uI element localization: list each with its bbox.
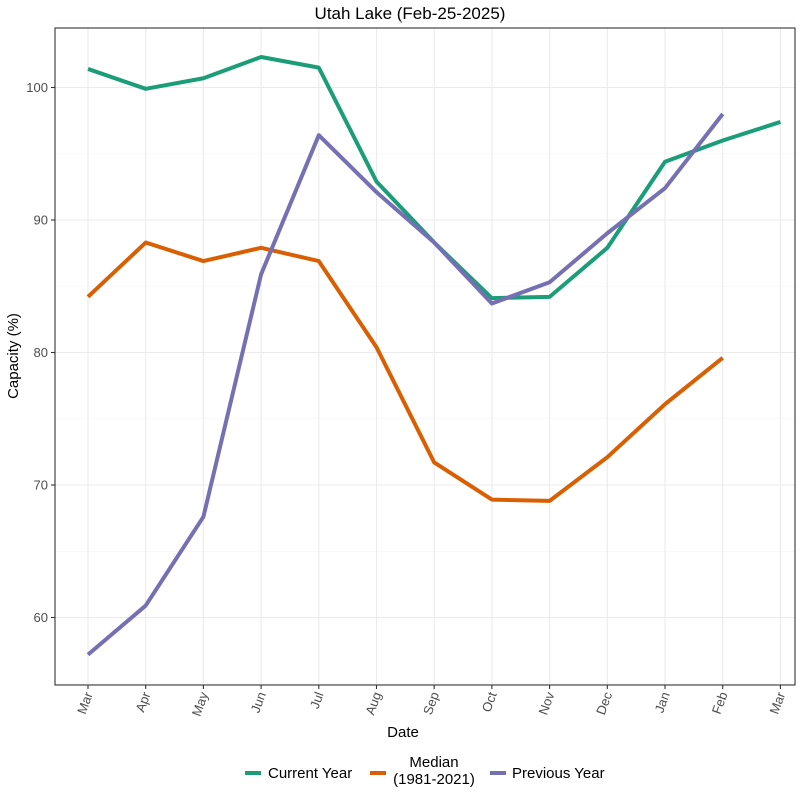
x-tick-label: Oct [479, 690, 500, 714]
chart-title: Utah Lake (Feb-25-2025) [315, 4, 506, 23]
plot-panel-border [54, 27, 796, 686]
y-tick-label: 90 [34, 213, 48, 228]
x-axis-title: Date [387, 724, 419, 741]
legend-label: Median (1981-2021) [393, 754, 475, 788]
x-tick-label: Dec [593, 689, 615, 716]
x-tick-label: Mar [766, 689, 788, 716]
series-line-previous-year [86, 112, 725, 657]
x-tick-label: Nov [535, 689, 557, 716]
y-tick-label: 80 [34, 345, 48, 360]
x-axis: Mar Apr May Jun Jul Aug Sep Oct Nov Dec Jan Feb Mar [74, 685, 788, 718]
x-tick-label: Mar [74, 689, 96, 716]
x-tick-label: Jul [307, 690, 327, 711]
x-tick-label: Jan [652, 690, 673, 715]
x-tick-label: Feb [709, 690, 731, 716]
legend-label: Current Year [268, 765, 352, 782]
x-tick-label: Apr [133, 689, 154, 714]
grid-lines [55, 20, 795, 685]
x-tick-label: Sep [420, 690, 442, 717]
y-tick-label: 100 [26, 80, 48, 95]
legend-label: Previous Year [512, 765, 605, 782]
y-tick-label: 60 [34, 610, 48, 625]
y-axis-title: Capacity (%) [5, 313, 22, 399]
x-tick-label: May [189, 689, 212, 718]
legend: Current Year Median (1981-2021) Previous Ye… [245, 754, 605, 788]
y-tick-label: 70 [34, 478, 48, 493]
y-axis: 60 70 80 90 100 [26, 80, 55, 625]
series-line-median [86, 240, 724, 503]
series-lines [86, 55, 782, 657]
x-tick-label: Aug [362, 690, 384, 717]
x-tick-label: Jun [248, 690, 269, 715]
